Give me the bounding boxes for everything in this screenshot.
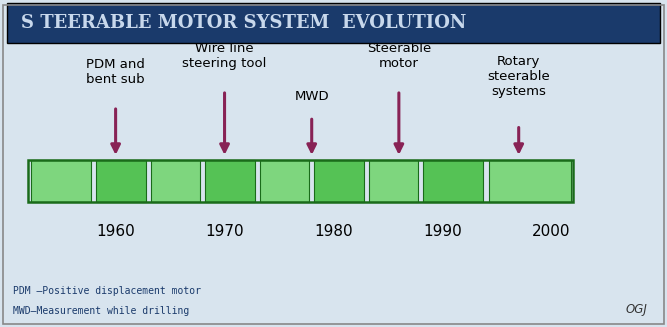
Text: OGJ: OGJ [626, 303, 647, 316]
Text: 1970: 1970 [205, 224, 244, 239]
Text: 2000: 2000 [532, 224, 571, 239]
Bar [205, 160, 255, 202]
FancyBboxPatch shape [7, 3, 660, 43]
Bar [260, 160, 309, 202]
Text: Wire line
steering tool: Wire line steering tool [182, 42, 267, 70]
Text: 1960: 1960 [96, 224, 135, 239]
Bar [151, 160, 200, 202]
Bar [424, 160, 484, 202]
Text: Rotary
steerable
systems: Rotary steerable systems [488, 55, 550, 97]
Bar [369, 160, 418, 202]
Text: 1980: 1980 [314, 224, 353, 239]
Text: 1990: 1990 [423, 224, 462, 239]
Bar [31, 160, 91, 202]
Bar [489, 160, 570, 202]
Bar [97, 160, 145, 202]
Text: PDM and
bent sub: PDM and bent sub [86, 58, 145, 86]
Text: MWD—Measurement while drilling: MWD—Measurement while drilling [13, 306, 189, 316]
Text: MWD: MWD [294, 90, 329, 103]
Bar [314, 160, 364, 202]
Text: Steerable
motor: Steerable motor [367, 42, 431, 70]
Bar [29, 160, 573, 202]
Text: PDM —Positive displacement motor: PDM —Positive displacement motor [13, 286, 201, 297]
Text: S TEERABLE MOTOR SYSTEM  EVOLUTION: S TEERABLE MOTOR SYSTEM EVOLUTION [21, 14, 466, 32]
